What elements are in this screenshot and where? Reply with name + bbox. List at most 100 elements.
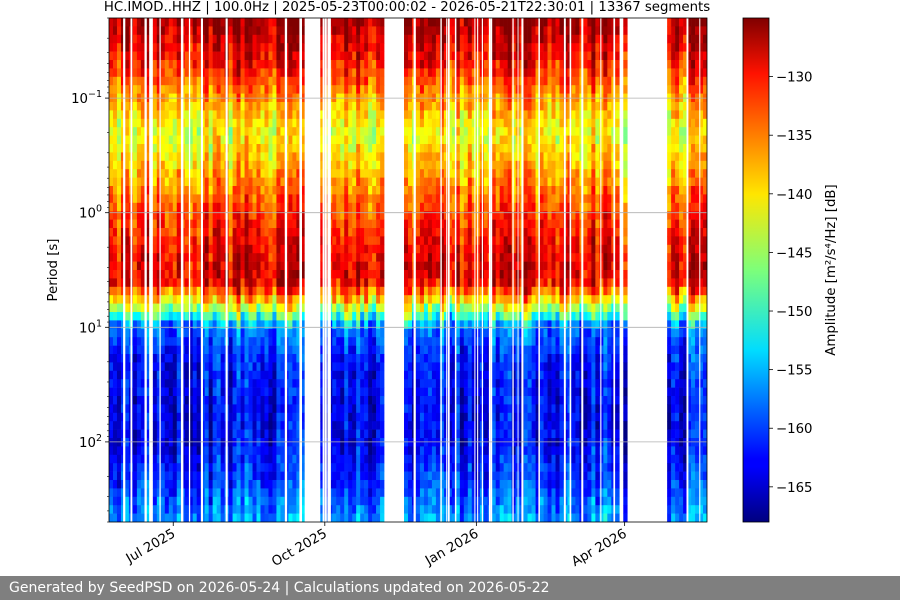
heatmap-cell	[124, 286, 130, 296]
heatmap-cell	[332, 312, 337, 321]
heatmap-cell	[212, 328, 217, 338]
heatmap-cell	[336, 488, 341, 498]
heatmap-cell	[264, 513, 269, 522]
heatmap-cell	[132, 85, 138, 94]
heatmap-cell	[132, 379, 138, 388]
heatmap-cell	[248, 244, 253, 254]
heatmap-cell	[443, 228, 449, 237]
heatmap-cell	[368, 186, 373, 195]
heatmap-cell	[467, 219, 473, 229]
heatmap-cell	[232, 253, 237, 262]
heatmap-cell	[435, 278, 441, 288]
heatmap-cell	[435, 169, 441, 178]
heatmap-cell	[423, 34, 429, 44]
heatmap-cell	[435, 76, 441, 86]
heatmap-cell	[423, 186, 429, 195]
heatmap-cell	[232, 463, 237, 472]
heatmap-cell	[427, 379, 433, 388]
heatmap-cell	[439, 387, 445, 397]
heatmap-cell	[320, 102, 325, 111]
heatmap-cell	[204, 169, 209, 178]
heatmap-cell	[451, 480, 457, 489]
heatmap-cell	[336, 412, 341, 422]
heatmap-cell	[216, 421, 221, 430]
heatmap-cell	[348, 177, 353, 187]
heatmap-cell	[332, 446, 337, 456]
heatmap-cell	[435, 110, 441, 120]
heatmap-cell	[268, 387, 273, 397]
heatmap-cell	[156, 421, 162, 430]
heatmap-cell	[160, 110, 166, 120]
heatmap-cell	[352, 328, 357, 338]
heatmap-cell	[260, 387, 265, 397]
heatmap-cell	[160, 253, 166, 262]
heatmap-cell	[228, 328, 233, 338]
heatmap-cell	[220, 295, 225, 304]
heatmap-cell	[176, 60, 182, 69]
heatmap-cell	[336, 127, 341, 136]
heatmap-cell	[232, 362, 237, 372]
heatmap-cell	[109, 429, 114, 439]
heatmap-cell	[435, 236, 441, 246]
heatmap-cell	[419, 286, 425, 296]
heatmap-cell	[248, 480, 253, 489]
heatmap-cell	[192, 169, 198, 178]
heatmap-cell	[419, 244, 425, 254]
heatmap-cell	[228, 345, 233, 355]
heatmap-cell	[447, 496, 453, 506]
heatmap-cell	[116, 278, 122, 288]
heatmap-cell	[244, 236, 249, 246]
heatmap-cell	[376, 118, 381, 128]
heatmap-cell	[216, 396, 221, 405]
heatmap-cell	[463, 68, 469, 78]
heatmap-cell	[192, 286, 198, 296]
heatmap-cell	[348, 118, 353, 128]
heatmap-cell	[288, 177, 293, 187]
heatmap-cell	[332, 270, 337, 279]
heatmap-cell	[252, 194, 257, 204]
heatmap-cell	[427, 110, 433, 120]
heatmap-cell	[451, 286, 457, 296]
heatmap-cell	[228, 194, 233, 204]
heatmap-cell	[132, 144, 138, 153]
heatmap-cell	[144, 396, 150, 405]
heatmap-cell	[467, 429, 473, 439]
heatmap-cell	[292, 186, 297, 195]
heatmap-cell	[152, 177, 158, 187]
heatmap-cell	[368, 488, 373, 498]
heatmap-cell	[252, 362, 257, 372]
heatmap-cell	[408, 202, 413, 212]
heatmap-cell	[109, 76, 114, 86]
heatmap-cell	[132, 513, 138, 522]
heatmap-cell	[443, 85, 449, 94]
heatmap-cell	[144, 328, 150, 338]
heatmap-cell	[380, 320, 385, 330]
heatmap-cell	[296, 496, 301, 506]
heatmap-cell	[368, 152, 373, 162]
heatmap-cell	[204, 219, 209, 229]
heatmap-cell	[467, 76, 473, 86]
heatmap-cell	[455, 144, 461, 153]
heatmap-cell	[300, 34, 305, 44]
heatmap-cell	[164, 135, 170, 145]
heatmap-cell	[280, 18, 285, 27]
heatmap-cell	[160, 362, 166, 372]
heatmap-cell	[160, 85, 166, 94]
heatmap-cell	[352, 144, 357, 153]
heatmap-cell	[188, 328, 194, 338]
heatmap-cell	[435, 328, 441, 338]
heatmap-cell	[451, 219, 457, 229]
heatmap-cell	[124, 211, 130, 220]
heatmap-cell	[228, 211, 233, 220]
heatmap-cell	[240, 244, 245, 254]
heatmap-cell	[240, 312, 245, 321]
heatmap-cell	[368, 211, 373, 220]
heatmap-cell	[256, 34, 261, 44]
heatmap-cell	[264, 463, 269, 472]
heatmap-cell	[156, 404, 162, 414]
heatmap-cell	[356, 286, 361, 296]
heatmap-cell	[140, 144, 146, 153]
heatmap-cell	[264, 505, 269, 514]
heatmap-cell	[356, 463, 361, 472]
heatmap-cell	[220, 194, 225, 204]
